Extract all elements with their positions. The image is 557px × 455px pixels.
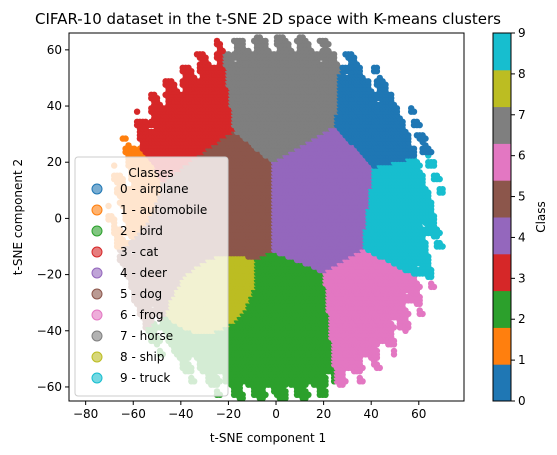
chart-title: CIFAR-10 dataset in the t-SNE 2D space w… [35,10,501,28]
scatter-point-class-6 [356,374,363,382]
scatter-point-class-9 [436,239,443,247]
scatter-point-class-6 [428,280,435,287]
scatter-point-class-6 [416,307,423,314]
scatter-point-class-6 [390,347,398,355]
